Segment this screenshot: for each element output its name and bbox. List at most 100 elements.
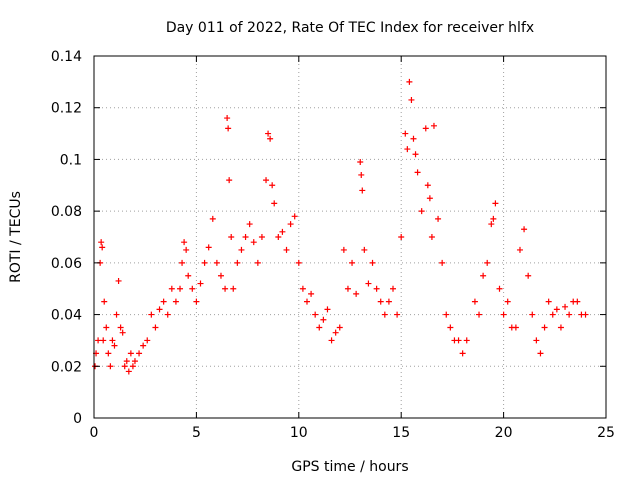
- data-point: [131, 358, 138, 365]
- data-point: [463, 337, 470, 344]
- data-point: [358, 171, 365, 178]
- data-point: [103, 324, 110, 331]
- data-point: [168, 285, 175, 292]
- data-point: [500, 311, 507, 318]
- data-point: [119, 329, 126, 336]
- data-point: [275, 234, 282, 240]
- data-point: [303, 298, 310, 305]
- data-points: [92, 78, 589, 375]
- data-point: [435, 215, 442, 222]
- data-point: [287, 221, 294, 228]
- x-tick-label: 15: [392, 425, 410, 441]
- data-point: [193, 298, 200, 305]
- data-point: [402, 130, 409, 137]
- data-point: [428, 234, 435, 240]
- data-point: [521, 226, 528, 233]
- data-point: [353, 290, 360, 297]
- data-point: [430, 122, 437, 129]
- data-point: [574, 298, 581, 305]
- data-point: [234, 259, 241, 266]
- data-point: [209, 215, 216, 222]
- x-tick-label: 5: [192, 425, 201, 441]
- data-point: [422, 125, 429, 132]
- data-point: [295, 259, 302, 266]
- data-point: [324, 306, 331, 313]
- data-point: [439, 259, 446, 266]
- data-point: [490, 215, 497, 222]
- data-point: [226, 177, 233, 184]
- data-point: [476, 311, 483, 318]
- data-point: [228, 234, 235, 240]
- data-point: [424, 182, 431, 189]
- data-point: [557, 324, 564, 331]
- data-point: [359, 187, 366, 194]
- data-point: [504, 298, 511, 305]
- data-point: [105, 350, 112, 357]
- data-point: [177, 285, 184, 292]
- data-point: [328, 337, 335, 344]
- data-point: [179, 259, 186, 266]
- y-tick-label: 0.02: [51, 359, 82, 375]
- data-point: [113, 311, 120, 318]
- data-point: [412, 151, 419, 158]
- data-point: [398, 234, 405, 240]
- x-tick-label: 20: [495, 425, 513, 441]
- data-point: [541, 324, 548, 331]
- data-point: [98, 239, 105, 246]
- data-point: [148, 311, 155, 318]
- data-point: [265, 130, 272, 137]
- data-point: [414, 169, 421, 176]
- data-point: [308, 290, 315, 297]
- data-point: [320, 316, 327, 323]
- data-point: [406, 78, 413, 85]
- data-point: [390, 285, 397, 292]
- data-point: [160, 298, 167, 305]
- data-point: [404, 146, 411, 153]
- data-point: [385, 298, 392, 305]
- data-point: [332, 329, 339, 336]
- data-point: [279, 228, 286, 235]
- data-point: [269, 182, 276, 189]
- data-point: [344, 285, 351, 292]
- data-point: [447, 324, 454, 331]
- data-point: [197, 280, 204, 287]
- data-point: [471, 298, 478, 305]
- data-point: [254, 259, 261, 266]
- data-point: [361, 246, 368, 253]
- data-point: [101, 298, 108, 305]
- data-point: [373, 285, 380, 292]
- data-point: [291, 213, 298, 220]
- data-point: [123, 358, 130, 365]
- data-point: [258, 234, 265, 240]
- data-point: [181, 239, 188, 246]
- data-point: [525, 272, 532, 279]
- data-point: [100, 337, 107, 344]
- data-point: [394, 311, 401, 318]
- data-point: [512, 324, 519, 331]
- data-point: [263, 177, 270, 184]
- data-point: [365, 280, 372, 287]
- data-point: [336, 324, 343, 331]
- data-point: [246, 221, 253, 228]
- data-point: [129, 363, 136, 370]
- data-point: [217, 272, 224, 279]
- axes: 0 5 10 15 20 25 0 0.02 0.04 0.06 0.08 0.1 0.12 0.14: [51, 49, 615, 441]
- data-point: [316, 324, 323, 331]
- data-point: [183, 246, 190, 253]
- data-point: [213, 259, 220, 266]
- y-tick-label: 0.14: [51, 49, 82, 65]
- data-point: [418, 208, 425, 215]
- data-point: [582, 311, 589, 318]
- data-point: [408, 96, 415, 103]
- data-point: [111, 342, 118, 349]
- data-point: [480, 272, 487, 279]
- data-point: [516, 246, 523, 253]
- data-point: [529, 311, 536, 318]
- data-point: [496, 285, 503, 292]
- y-tick-label: 0.04: [51, 308, 82, 324]
- data-point: [312, 311, 319, 318]
- data-point: [95, 337, 102, 344]
- data-point: [566, 311, 573, 318]
